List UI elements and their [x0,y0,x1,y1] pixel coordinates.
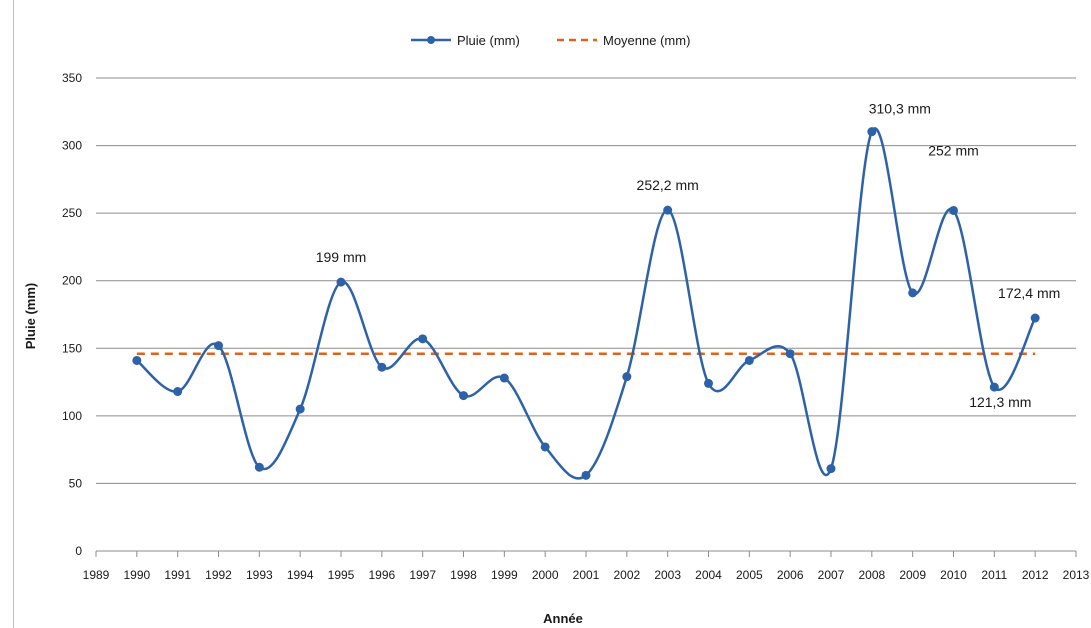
rain-point-2001 [581,470,591,480]
rain-point-2006 [785,349,795,359]
data-label-2011: 121,3 mm [969,394,1031,410]
rain-point-1995 [336,277,346,287]
rain-point-1997 [418,334,428,344]
data-label-2012: 172,4 mm [998,285,1060,301]
rain-point-1991 [173,387,183,397]
rain-point-2002 [622,372,632,382]
x-tick-label: 2002 [613,568,640,582]
rain-point-2010 [949,205,958,215]
data-label-1995: 199 mm [316,249,367,265]
x-tick-label: 2000 [532,568,559,582]
gridlines [96,77,1076,484]
legend-label-moyenne: Moyenne (mm) [603,33,690,48]
x-tick-label: 1991 [164,568,191,582]
rain-point-1990 [132,355,142,365]
axes [95,550,1077,557]
rain-point-1993 [254,462,264,472]
rain-point-2008 [867,127,877,137]
y-tick-label: 100 [62,409,82,423]
rain-point-2000 [540,442,550,452]
y-tick-label: 250 [62,206,82,220]
rain-point-2003 [663,205,673,215]
data-label-2010: 252 mm [928,142,979,158]
rain-line [136,127,1037,480]
rain-point-1999 [499,373,509,383]
x-tick-label: 1990 [123,568,150,582]
x-tick-label: 2008 [858,568,885,582]
rain-point-2009 [908,288,918,298]
x-tick-label: 1997 [409,568,436,582]
x-tick-label: 1993 [246,568,273,582]
rain-point-1994 [295,404,305,414]
x-tick-label: 2007 [818,568,845,582]
x-tick-label: 1996 [368,568,395,582]
x-tick-label: 2010 [940,568,967,582]
y-tick-label: 50 [69,476,83,490]
y-tick-label: 0 [75,544,82,558]
rain-series [132,127,1040,480]
y-tick-label: 300 [62,139,82,153]
rain-point-1996 [377,362,387,372]
x-tick-label: 1998 [450,568,477,582]
rain-point-1992 [214,341,223,351]
x-tick-label: 2003 [654,568,681,582]
x-tick-label: 2004 [695,568,722,582]
data-label-2003: 252,2 mm [637,177,699,193]
x-tick-label: 2005 [736,568,763,582]
y-tick-label: 150 [62,341,82,355]
x-tick-label: 2009 [899,568,926,582]
x-axis-title: Année [543,611,583,626]
x-tick-label: 1994 [287,568,314,582]
rain-point-2011 [989,382,999,392]
rain-point-1998 [459,391,468,401]
y-tick-label: 200 [62,274,82,288]
x-tick-label: 1992 [205,568,232,582]
x-tick-label: 1995 [328,568,355,582]
y-tick-labels: 0 50 100 150 200 250 300 350 [62,71,82,558]
data-label-2008: 310,3 mm [869,101,931,117]
x-tick-label: 2011 [981,568,1007,582]
x-tick-label: 2006 [777,568,804,582]
x-tick-label: 2012 [1022,568,1049,582]
legend-marker-pluie [427,36,435,44]
x-tick-label: 1999 [491,568,518,582]
left-border-line [13,0,14,628]
rain-point-2005 [744,355,754,365]
x-tick-labels: 1989 1990 1991 1992 1993 1994 1995 1996 1997 1998… [83,568,1090,582]
rain-point-2012 [1030,313,1040,323]
y-tick-label: 350 [62,71,82,85]
rain-point-2007 [826,464,836,474]
data-labels: 199 mm 252,2 mm 310,3 mm 252 mm 121,3 mm 172,… [316,101,1061,410]
y-axis-title: Pluie (mm) [23,283,38,349]
legend-item-moyenne: Moyenne (mm) [557,33,690,48]
x-tick-label: 2013 [1063,568,1090,582]
rain-point-2004 [704,378,713,388]
x-tick-label: 2001 [573,568,600,582]
x-tick-label: 1989 [83,568,110,582]
legend: Pluie (mm) Moyenne (mm) [411,33,690,48]
legend-item-pluie: Pluie (mm) [411,33,520,48]
legend-label-pluie: Pluie (mm) [457,33,520,48]
